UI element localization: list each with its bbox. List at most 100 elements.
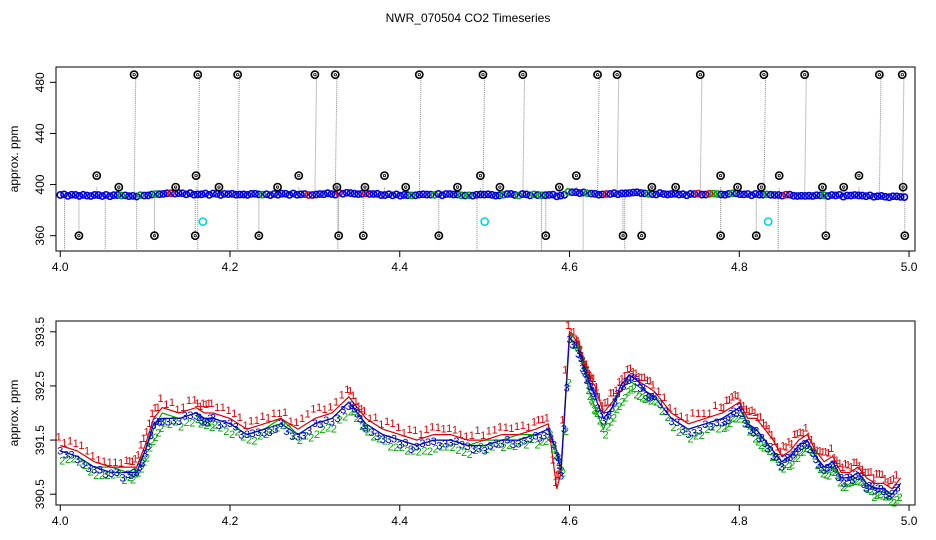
series-label-2: 2: [455, 445, 461, 457]
outlier-center: [404, 185, 408, 189]
spike-line: [901, 74, 905, 197]
outlier-center: [77, 234, 81, 238]
outlier-center: [698, 73, 702, 77]
series-label-3: 3: [156, 417, 162, 429]
series-label-1: 1: [565, 320, 571, 332]
series-label-1: 1: [288, 416, 294, 428]
series-label-2: 2: [815, 460, 821, 472]
series-label-3: 3: [838, 473, 844, 485]
outlier-center: [824, 234, 828, 238]
series-label-1: 1: [808, 434, 814, 446]
data-point: [629, 188, 638, 197]
series-label-3: 3: [629, 372, 635, 384]
data-point: [220, 189, 229, 198]
series-label-3: 3: [697, 426, 703, 438]
data-point: [182, 190, 191, 199]
series-label-2: 2: [286, 423, 292, 435]
outlier-center: [521, 73, 525, 77]
series-label-2: 2: [891, 498, 897, 510]
series-label-2: 2: [362, 422, 368, 434]
outlier-point: [214, 182, 224, 192]
data-point: [889, 192, 897, 201]
series-label-3: 3: [892, 485, 898, 497]
series-label-2: 2: [854, 475, 860, 487]
series-label-2: 2: [153, 432, 159, 444]
series-label-2: 2: [622, 392, 628, 404]
outlier-center: [417, 73, 421, 77]
outlier-point: [716, 171, 726, 181]
series-label-1: 1: [586, 368, 592, 380]
outlier-point: [453, 182, 462, 192]
series-label-1: 1: [373, 412, 379, 424]
spike-line: [763, 74, 767, 195]
series-label-2: 2: [130, 474, 136, 486]
series-label-3: 3: [753, 425, 759, 437]
series-label-2: 2: [789, 460, 795, 472]
series-label-1: 1: [378, 419, 384, 431]
series-label-3: 3: [813, 454, 819, 466]
series-label-3: 3: [603, 410, 609, 422]
data-point: [465, 191, 473, 200]
data-point: [445, 190, 454, 198]
data-point: [575, 189, 584, 197]
data-point: [331, 190, 340, 199]
series-label-2: 2: [767, 446, 773, 458]
series-label-3: 3: [858, 471, 864, 483]
outlier-point: [254, 231, 264, 241]
data-point: [94, 191, 103, 199]
outlier-center: [333, 73, 337, 77]
series-label-1: 1: [152, 403, 158, 415]
series-label-1: 1: [593, 381, 599, 393]
series-label-3: 3: [119, 473, 125, 485]
series-label-2: 2: [121, 475, 127, 487]
series-label-3: 3: [165, 417, 171, 429]
series-label-2: 2: [461, 447, 467, 459]
series-label-2: 2: [198, 418, 204, 430]
series-label-1: 1: [656, 386, 662, 398]
series-label-3: 3: [545, 426, 551, 438]
series-label-1: 1: [353, 396, 359, 408]
data-point: [820, 191, 829, 200]
series-label-1: 1: [356, 401, 362, 413]
series-label-3: 3: [233, 422, 239, 434]
series-label-2: 2: [404, 445, 410, 457]
data-point: [579, 188, 588, 197]
data-point: [678, 190, 687, 199]
data-point: [720, 190, 729, 199]
data-point: [415, 190, 424, 199]
series-label-1: 1: [242, 420, 248, 432]
data-point: [827, 191, 836, 199]
series-label-2: 2: [775, 454, 781, 466]
series-label-1: 1: [805, 431, 811, 443]
series-label-3: 3: [767, 441, 773, 453]
series-label-3: 3: [459, 439, 465, 451]
series-label-3: 3: [637, 383, 643, 395]
series-label-2: 2: [798, 447, 804, 459]
data-point: [831, 191, 840, 200]
series-label-2: 2: [747, 426, 753, 438]
series-label-2: 2: [539, 436, 545, 448]
series-label-2: 2: [116, 469, 122, 481]
data-point: [346, 189, 355, 197]
data-point: [495, 191, 504, 200]
series-label-3: 3: [131, 468, 137, 480]
series-label-2: 2: [577, 344, 583, 356]
series-label-1: 1: [581, 356, 587, 368]
series-label-2: 2: [693, 431, 699, 443]
outlier-center: [498, 185, 502, 189]
series-label-1: 1: [271, 408, 277, 420]
data-point: [625, 189, 634, 197]
series-label-2: 2: [512, 441, 518, 453]
series-line-3: [60, 335, 902, 495]
series-label-3: 3: [855, 471, 861, 483]
series-label-3: 3: [255, 427, 261, 439]
series-label-1: 1: [149, 408, 155, 420]
series-label-3: 3: [74, 454, 80, 466]
series-label-1: 1: [158, 393, 164, 405]
series-label-1: 1: [197, 401, 203, 413]
data-point: [759, 190, 767, 199]
data-point: [610, 189, 618, 198]
data-point: [533, 191, 542, 199]
outlier-point: [671, 182, 681, 192]
series-label-1: 1: [862, 467, 868, 479]
